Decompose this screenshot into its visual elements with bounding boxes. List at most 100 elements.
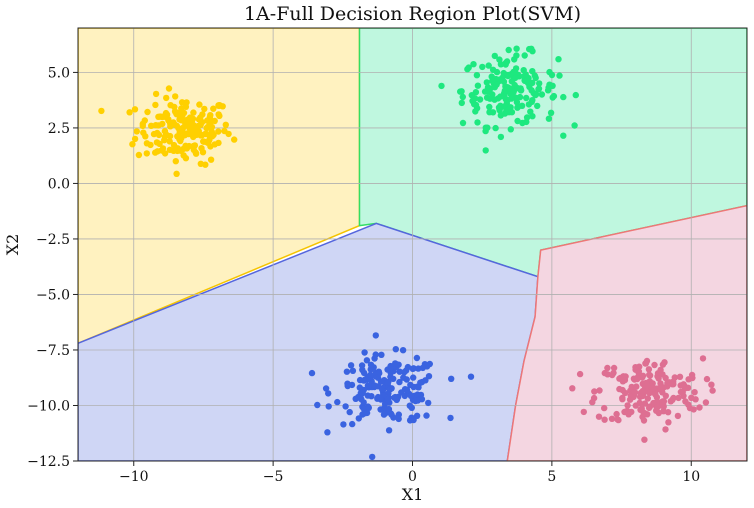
scatter-point <box>211 141 218 148</box>
scatter-point <box>159 120 166 128</box>
scatter-point <box>595 413 603 420</box>
scatter-point <box>406 417 414 424</box>
scatter-point <box>529 113 536 120</box>
scatter-point <box>363 409 371 417</box>
scatter-point <box>447 414 454 422</box>
scatter-point <box>485 62 492 69</box>
scatter-point <box>384 396 391 403</box>
y-tick-label: −2.5 <box>36 232 70 248</box>
scatter-point <box>633 383 640 390</box>
scatter-point <box>395 361 402 368</box>
scatter-point <box>425 373 433 380</box>
scatter-point <box>609 371 616 379</box>
scatter-point <box>491 52 498 60</box>
scatter-point <box>614 416 621 423</box>
scatter-point <box>569 385 576 392</box>
scatter-point <box>601 404 608 412</box>
scatter-point <box>640 409 647 416</box>
scatter-point <box>470 60 477 68</box>
scatter-point <box>211 117 218 125</box>
scatter-point <box>390 375 397 382</box>
scatter-point <box>467 373 475 380</box>
scatter-point <box>485 88 493 96</box>
scatter-point <box>555 56 562 63</box>
scatter-point <box>408 404 415 411</box>
scatter-point <box>325 390 332 397</box>
scatter-point <box>342 403 349 410</box>
scatter-point <box>591 388 598 395</box>
region-pink <box>506 204 747 461</box>
scatter-point <box>191 127 198 135</box>
y-tick-label: −10.0 <box>27 398 70 414</box>
scatter-point <box>202 161 209 168</box>
scatter-point <box>547 109 555 117</box>
scatter-point <box>140 129 147 136</box>
scatter-point <box>646 389 653 397</box>
scatter-point <box>670 381 677 388</box>
scatter-point <box>459 93 466 101</box>
scatter-point <box>152 101 159 109</box>
scatter-point <box>308 369 316 377</box>
scatter-point <box>619 396 626 403</box>
scatter-point <box>459 119 467 127</box>
scatter-point <box>355 393 362 401</box>
scatter-point <box>643 382 651 389</box>
scatter-point <box>493 81 500 88</box>
scatter-point <box>531 72 538 79</box>
scatter-point <box>231 136 238 143</box>
scatter-point <box>709 387 716 394</box>
scatter-point <box>662 374 669 382</box>
scatter-point <box>161 128 169 135</box>
scatter-point <box>387 369 394 376</box>
scatter-point <box>535 85 543 92</box>
scatter-point <box>486 103 493 111</box>
scatter-point <box>198 118 206 126</box>
scatter-point <box>365 404 372 411</box>
scatter-point <box>198 145 205 152</box>
scatter-point <box>572 91 579 99</box>
scatter-point <box>325 403 332 410</box>
scatter-point <box>207 156 215 163</box>
scatter-point <box>133 128 140 135</box>
y-tick-label: 0.0 <box>48 176 70 192</box>
scatter-point <box>399 347 407 354</box>
scatter-point <box>608 415 616 422</box>
scatter-point <box>651 361 658 369</box>
scatter-point <box>98 107 105 115</box>
scatter-point <box>409 365 416 372</box>
scatter-point <box>155 131 163 139</box>
x-tick-label: 5 <box>547 469 556 485</box>
scatter-point <box>667 398 674 405</box>
scatter-point <box>681 385 689 392</box>
x-tick-label: −5 <box>263 469 284 485</box>
scatter-point <box>497 61 505 68</box>
scatter-point <box>474 119 481 126</box>
x-tick-label: −10 <box>119 469 149 485</box>
scatter-point <box>699 355 707 362</box>
scatter-point <box>645 404 653 412</box>
scatter-point <box>131 135 139 143</box>
scatter-point <box>372 332 379 339</box>
scatter-point <box>131 106 139 113</box>
scatter-point <box>474 82 482 89</box>
scatter-point <box>512 74 519 82</box>
scatter-point <box>374 374 382 381</box>
scatter-point <box>152 90 160 98</box>
scatter-point <box>523 94 530 102</box>
scatter-point <box>675 394 682 402</box>
scatter-point <box>468 92 475 99</box>
scatter-point <box>343 368 351 375</box>
scatter-point <box>493 68 501 76</box>
scatter-point <box>589 399 596 406</box>
scatter-point <box>549 82 556 90</box>
scatter-point <box>177 137 184 145</box>
scatter-point <box>369 453 376 461</box>
scatter-point <box>576 370 584 378</box>
scatter-point <box>503 58 511 65</box>
scatter-point <box>210 105 217 112</box>
scatter-point <box>676 373 684 380</box>
x-tick-label: 0 <box>408 469 417 485</box>
scatter-point <box>501 93 508 100</box>
scatter-point <box>367 366 374 373</box>
scatter-point <box>322 385 330 392</box>
